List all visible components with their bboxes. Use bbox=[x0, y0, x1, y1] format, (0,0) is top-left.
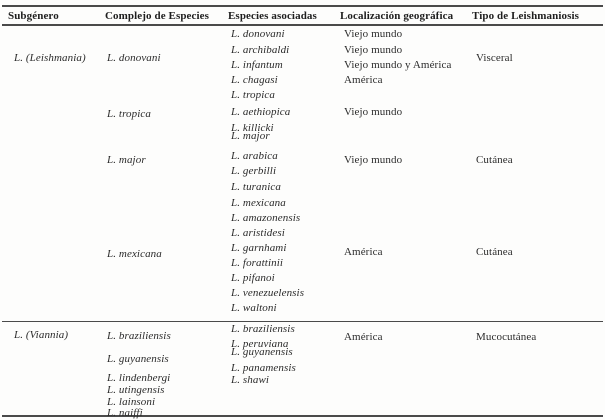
species-name: L. arabica bbox=[231, 150, 278, 162]
species-name: L. donovani bbox=[231, 28, 285, 40]
tipo-value: Mucocutánea bbox=[476, 331, 537, 343]
header-especies: Especies asociadas bbox=[228, 10, 317, 22]
localizacion-value: América bbox=[344, 331, 383, 343]
species-name: L. killicki bbox=[231, 122, 274, 134]
complex-donovani: L. donovani bbox=[107, 52, 161, 64]
species-name: L. pifanoi bbox=[231, 272, 275, 284]
species-name: L. archibaldi bbox=[231, 44, 290, 56]
complex-guyanensis: L. guyanensis bbox=[107, 353, 169, 365]
localizacion-value: Viejo mundo bbox=[344, 154, 403, 166]
species-name: L. amazonensis bbox=[231, 212, 301, 224]
species-name: L. forattinii bbox=[231, 257, 284, 269]
header-underline-rule bbox=[2, 24, 603, 26]
localizacion-value: Viejo mundo bbox=[344, 44, 403, 56]
header-tipo: Tipo de Leishmaniosis bbox=[472, 10, 580, 22]
species-name: L. chagasi bbox=[231, 74, 278, 86]
species-name: L. aristidesi bbox=[231, 227, 285, 239]
header-complejo: Complejo de Especies bbox=[105, 10, 210, 22]
tipo-value: Visceral bbox=[476, 52, 513, 64]
complex-lainsoni: L. lainsoni bbox=[107, 396, 156, 408]
complex-utingensis: L. utingensis bbox=[107, 384, 165, 396]
species-name: L. aethiopica bbox=[231, 106, 291, 118]
species-name: L. infantum bbox=[231, 59, 283, 71]
subgenero-viannia: L. (Viannia) bbox=[14, 329, 69, 341]
species-name: L. waltoni bbox=[231, 302, 277, 314]
species-name: L. panamensis bbox=[231, 362, 296, 374]
localizacion-value: América bbox=[344, 246, 383, 258]
species-name: L. shawi bbox=[231, 374, 270, 386]
species-name: L. braziliensis bbox=[231, 323, 295, 335]
localizacion-value: Viejo mundo bbox=[344, 106, 403, 118]
complex-tropica: L. tropica bbox=[107, 108, 151, 120]
complex-major: L. major bbox=[107, 154, 146, 166]
species-name: L. major bbox=[231, 130, 270, 142]
species-name: L. tropica bbox=[231, 89, 275, 101]
section-divider-rule bbox=[2, 320, 603, 322]
tipo-value: Cutánea bbox=[476, 154, 513, 166]
subgenero-leishmania: L. (Leishmania) bbox=[14, 52, 86, 64]
localizacion-value: Viejo mundo y América bbox=[344, 59, 452, 71]
table-bottom-rule bbox=[2, 414, 603, 417]
species-name: L. venezuelensis bbox=[231, 287, 305, 299]
complex-lindenbergi: L. lindenbergi bbox=[107, 372, 171, 384]
complex-braziliensis: L. braziliensis bbox=[107, 330, 171, 342]
complex-naiffi: L. naiffi bbox=[107, 407, 143, 419]
header-subgenero: Subgénero bbox=[8, 10, 59, 22]
localizacion-value: Viejo mundo bbox=[344, 28, 403, 40]
species-name: L. gerbilli bbox=[231, 165, 277, 177]
species-name: L. garnhami bbox=[231, 242, 287, 254]
table-top-rule bbox=[2, 5, 603, 7]
header-localizacion: Localización geográfica bbox=[340, 10, 454, 22]
species-name: L. mexicana bbox=[231, 197, 286, 209]
species-name: L. turanica bbox=[231, 181, 281, 193]
species-name: L. peruviana bbox=[231, 338, 289, 350]
complex-mexicana: L. mexicana bbox=[107, 248, 162, 260]
species-name: L. guyanensis bbox=[231, 346, 293, 358]
tipo-value: Cutánea bbox=[476, 246, 513, 258]
localizacion-value: América bbox=[344, 74, 383, 86]
